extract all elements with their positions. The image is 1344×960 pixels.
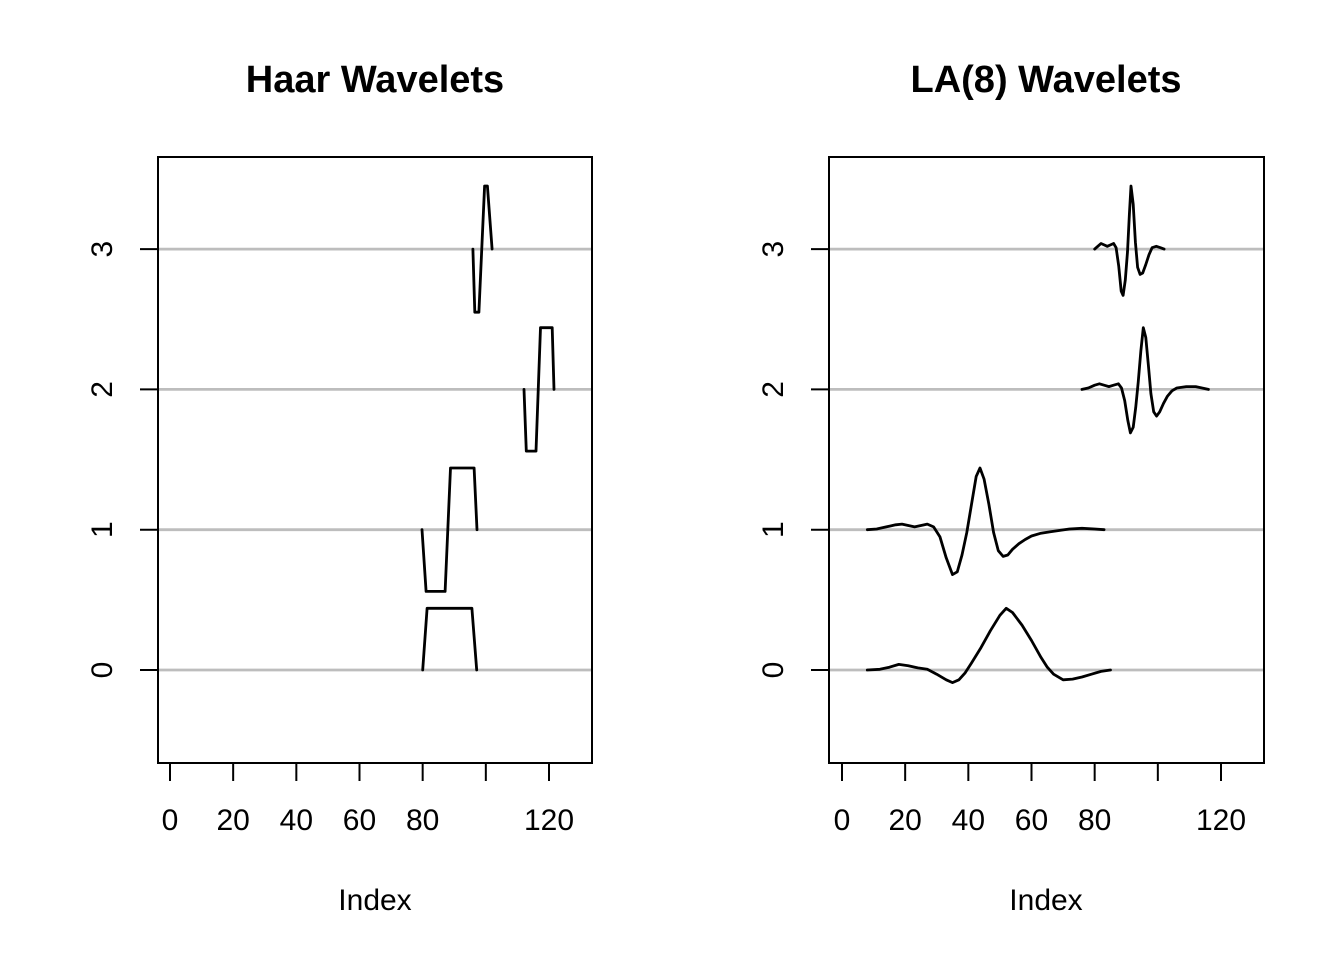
haar-y-tick-label-0: 0 <box>86 662 119 679</box>
la8-level-1-wavelet-curve <box>865 466 1106 576</box>
haar-plot-box <box>157 156 593 764</box>
la8-x-tick-label-60: 60 <box>1015 804 1048 837</box>
la8-level-2-wavelet-curve <box>1080 326 1210 435</box>
la8-panel: 0 20 40 60 80 120 0 1 2 3 <box>757 156 1265 837</box>
la8-x-tick-label-20: 20 <box>888 804 921 837</box>
haar-y-tick-label-1: 1 <box>86 521 119 538</box>
haar-x-tick-label-120: 120 <box>524 804 574 837</box>
haar-level-0-scaling-curve <box>421 606 479 672</box>
haar-level-3-wavelet-curve <box>471 184 494 314</box>
haar-x-tick-label-20: 20 <box>216 804 249 837</box>
haar-x-axis-title: Index <box>338 884 411 917</box>
la8-x-tick-label-80: 80 <box>1078 804 1111 837</box>
la8-x-tick-label-0: 0 <box>834 804 851 837</box>
la8-y-tick-label-0: 0 <box>757 662 790 679</box>
la8-y-tick-label-1: 1 <box>757 521 790 538</box>
haar-x-tick-label-40: 40 <box>280 804 313 837</box>
haar-x-tick-label-0: 0 <box>162 804 179 837</box>
haar-x-tick-label-80: 80 <box>406 804 439 837</box>
la8-x-tick-label-40: 40 <box>952 804 985 837</box>
la8-y-tick-label-2: 2 <box>757 381 790 398</box>
haar-x-tick-label-60: 60 <box>343 804 376 837</box>
la8-x-tick-label-120: 120 <box>1196 804 1246 837</box>
la8-x-axis-title: Index <box>1009 884 1082 917</box>
haar-level-1-wavelet-curve <box>420 466 479 593</box>
haar-y-tick-label-3: 3 <box>86 241 119 258</box>
la8-level-0-scaling-curve <box>865 606 1112 684</box>
haar-panel: 0 20 40 60 80 120 0 1 2 3 <box>86 156 593 837</box>
haar-y-tick-label-2: 2 <box>86 381 119 398</box>
haar-panel-title: Haar Wavelets <box>246 59 504 101</box>
la8-level-3-wavelet-curve <box>1093 184 1166 297</box>
la8-y-tick-label-3: 3 <box>757 241 790 258</box>
la8-panel-title: LA(8) Wavelets <box>911 59 1182 101</box>
la8-plot-box <box>828 156 1265 764</box>
haar-level-2-wavelet-curve <box>522 326 556 453</box>
